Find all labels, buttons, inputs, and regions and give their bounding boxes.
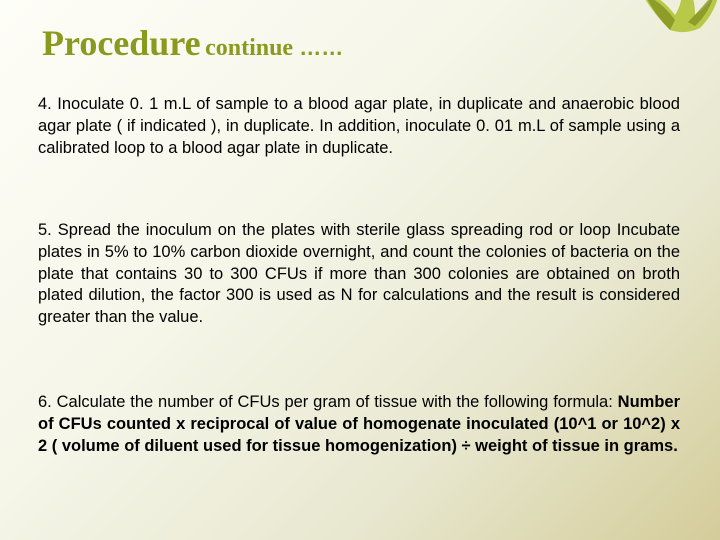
title-main: Procedure [42,23,201,63]
paragraph-5: 5. Spread the inoculum on the plates wit… [38,220,680,329]
leaf-decoration-icon [610,0,720,60]
page-title: Procedure continue …… [42,22,343,64]
paragraph-6-prefix: 6. Calculate the number of CFUs per gram… [38,393,618,411]
title-dots: …… [293,35,343,60]
paragraph-4: 4. Inoculate 0. 1 m.L of sample to a blo… [38,94,680,159]
paragraph-6: 6. Calculate the number of CFUs per gram… [38,392,680,457]
title-sub: continue [205,35,293,61]
